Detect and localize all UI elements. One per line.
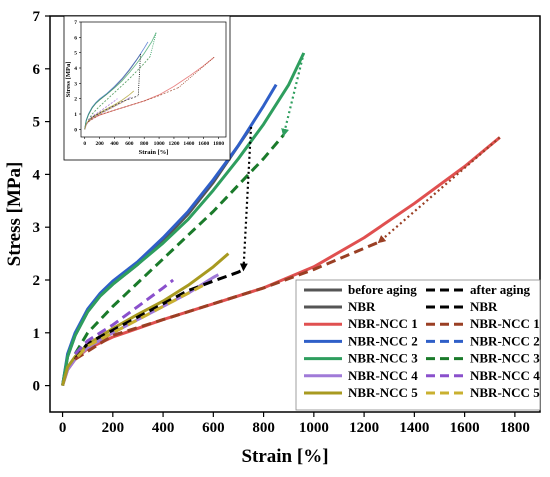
legend-before-label-2: NBR-NCC 2 bbox=[348, 333, 418, 348]
legend: before aging after aging NBR NBR-NCC 1 NBR-N… bbox=[295, 279, 541, 411]
inset-y-axis-title: Stress [MPa] bbox=[65, 62, 72, 98]
y-tick-label-0: 0 bbox=[33, 379, 41, 395]
inset-y-tick-label-4: 4 bbox=[74, 66, 77, 72]
inset-background bbox=[63, 15, 231, 161]
x-tick-label-1200: 1200 bbox=[349, 420, 379, 436]
x-tick-label-1600: 1600 bbox=[450, 420, 480, 436]
main-series-10 bbox=[74, 278, 175, 355]
aging-arrow-1 bbox=[377, 136, 501, 244]
inset-series-11 bbox=[88, 99, 127, 122]
inset-series-10 bbox=[88, 98, 118, 121]
y-tick-label-3: 3 bbox=[33, 220, 41, 236]
legend-box bbox=[295, 279, 541, 411]
x-tick-label-1000: 1000 bbox=[299, 420, 329, 436]
inset-y-tick-label-3: 3 bbox=[74, 81, 77, 87]
y-tick-label-6: 6 bbox=[33, 62, 41, 78]
x-tick-label-1800: 1800 bbox=[500, 420, 530, 436]
inset-x-tick-label-600: 600 bbox=[125, 141, 134, 147]
inset-arrow-2 bbox=[149, 32, 157, 57]
legend-before-label-4: NBR-NCC 4 bbox=[348, 368, 418, 383]
inset-frame bbox=[80, 21, 227, 138]
plot-frame bbox=[49, 15, 541, 413]
inset-x-tick-label-0: 0 bbox=[83, 141, 86, 147]
inset-x-tick-label-1000: 1000 bbox=[154, 141, 165, 147]
legend-header-before: before aging bbox=[348, 282, 417, 297]
inset-x-tick-label-800: 800 bbox=[140, 141, 149, 147]
inset-y-tick-label-2: 2 bbox=[74, 97, 77, 103]
main-series-6 bbox=[73, 268, 245, 361]
inset-x-tick-label-400: 400 bbox=[110, 141, 119, 147]
inset-arrow-0 bbox=[137, 54, 141, 96]
inset-x-tick-label-1800: 1800 bbox=[213, 141, 224, 147]
main-series-9 bbox=[73, 133, 285, 355]
x-tick-label-800: 800 bbox=[252, 420, 275, 436]
inset-x-axis-title: Strain [%] bbox=[139, 149, 169, 156]
y-tick-label-1: 1 bbox=[33, 326, 41, 342]
inset-y-tick-label-6: 6 bbox=[74, 35, 77, 41]
x-tick-label-1400: 1400 bbox=[399, 420, 429, 436]
legend-header-after: after aging bbox=[470, 282, 531, 297]
inset-x-tick-label-1200: 1200 bbox=[168, 141, 179, 147]
main-series-3 bbox=[61, 52, 306, 386]
inset-x-tick-label-1400: 1400 bbox=[183, 141, 194, 147]
legend-after-label-0: NBR bbox=[470, 299, 498, 314]
inset-series-7 bbox=[88, 87, 179, 123]
legend-after-label-4: NBR-NCC 4 bbox=[470, 368, 540, 383]
legend-after-label-1: NBR-NCC 1 bbox=[470, 316, 540, 331]
y-tick-label-2: 2 bbox=[33, 273, 41, 289]
legend-after-label-5: NBR-NCC 5 bbox=[470, 385, 540, 400]
inset-y-tick-label-0: 0 bbox=[74, 127, 77, 133]
inset-x-tick-label-200: 200 bbox=[95, 141, 104, 147]
legend-before-label-5: NBR-NCC 5 bbox=[348, 385, 418, 400]
main-plot: 0 200 400 600 800 1000 1200 1400 1600 18000123456… bbox=[4, 9, 541, 467]
inset-y-tick-label-5: 5 bbox=[74, 51, 77, 57]
x-tick-label-600: 600 bbox=[202, 420, 225, 436]
inset-series-6 bbox=[88, 95, 139, 122]
legend-before-label-1: NBR-NCC 1 bbox=[348, 316, 418, 331]
inset-y-tick-label-1: 1 bbox=[74, 112, 77, 118]
x-tick-label-0: 0 bbox=[59, 420, 67, 436]
main-series-5 bbox=[61, 252, 230, 386]
y-tick-label-7: 7 bbox=[33, 9, 41, 25]
legend-after-label-2: NBR-NCC 2 bbox=[470, 333, 540, 348]
inset-series-3 bbox=[84, 32, 157, 130]
inset-x-tick-label-1600: 1600 bbox=[198, 141, 209, 147]
y-tick-label-5: 5 bbox=[33, 115, 41, 131]
inset-series-5 bbox=[84, 90, 135, 130]
legend-before-label-0: NBR bbox=[348, 299, 376, 314]
legend-after-label-3: NBR-NCC 3 bbox=[470, 351, 540, 366]
aging-arrow-0 bbox=[239, 126, 253, 272]
main-series-4 bbox=[61, 273, 220, 387]
x-tick-label-400: 400 bbox=[152, 420, 175, 436]
inset-y-tick-label-7: 7 bbox=[74, 20, 77, 26]
inset-series-9 bbox=[88, 56, 151, 121]
main-series-7 bbox=[74, 240, 380, 361]
x-axis-title: Strain [%] bbox=[241, 446, 328, 467]
legend-before-label-3: NBR-NCC 3 bbox=[348, 351, 418, 366]
aging-arrow-2 bbox=[281, 52, 305, 137]
x-tick-label-200: 200 bbox=[102, 420, 125, 436]
y-axis-title: Stress [MPa] bbox=[4, 162, 25, 267]
inset-plot: 0 200 400 600 800 1000 1200 1400 1600 1800 0 1 2 3 4 5 6… bbox=[63, 15, 231, 161]
y-tick-label-4: 4 bbox=[33, 167, 41, 183]
